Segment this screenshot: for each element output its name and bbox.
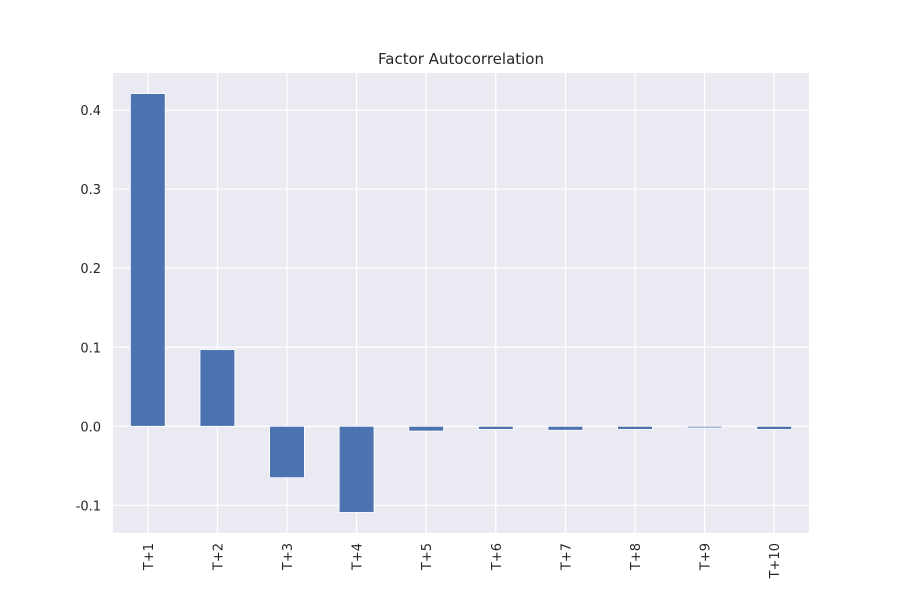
- x-tick-label: T+4: [351, 543, 366, 571]
- bar-tplus1: [129, 93, 166, 427]
- y-tick-label: -0.1: [76, 499, 101, 514]
- bar-tplus6: [477, 425, 514, 430]
- bar-tplus9: [686, 425, 723, 429]
- x-tick-label: T+3: [281, 543, 296, 571]
- x-tick-label: T+1: [142, 543, 157, 571]
- bar-tplus4: [338, 425, 375, 513]
- grid-lines: [113, 73, 809, 533]
- bar-tplus10: [756, 425, 792, 430]
- bar-tplus2: [199, 349, 236, 427]
- y-tick-label: 0.1: [80, 341, 101, 356]
- plot-area: [113, 73, 809, 533]
- x-axis-ticks: T+1 T+2 T+3 T+4 T+5 T+6 T+7 T+8 T+9 T+10: [142, 543, 783, 579]
- bar-tplus8: [617, 425, 653, 430]
- bars-group: [129, 93, 792, 513]
- x-tick-label: T+5: [420, 543, 435, 571]
- bar-tplus3: [269, 425, 305, 479]
- x-tick-label: T+10: [768, 543, 783, 579]
- y-tick-label: 0.0: [80, 420, 101, 435]
- x-tick-label: T+7: [559, 543, 574, 571]
- chart-title: Factor Autocorrelation: [378, 50, 544, 68]
- x-tick-label: T+6: [490, 543, 505, 571]
- x-tick-label: T+2: [211, 543, 226, 571]
- x-tick-label: T+8: [629, 543, 644, 571]
- bar-tplus7: [547, 425, 584, 431]
- y-tick-label: 0.4: [80, 104, 101, 119]
- x-tick-label: T+9: [699, 543, 714, 571]
- bar-tplus5: [408, 425, 444, 432]
- y-tick-label: 0.2: [80, 262, 101, 277]
- y-axis-ticks: -0.1 0.0 0.1 0.2 0.3 0.4: [76, 104, 101, 514]
- y-tick-label: 0.3: [80, 183, 101, 198]
